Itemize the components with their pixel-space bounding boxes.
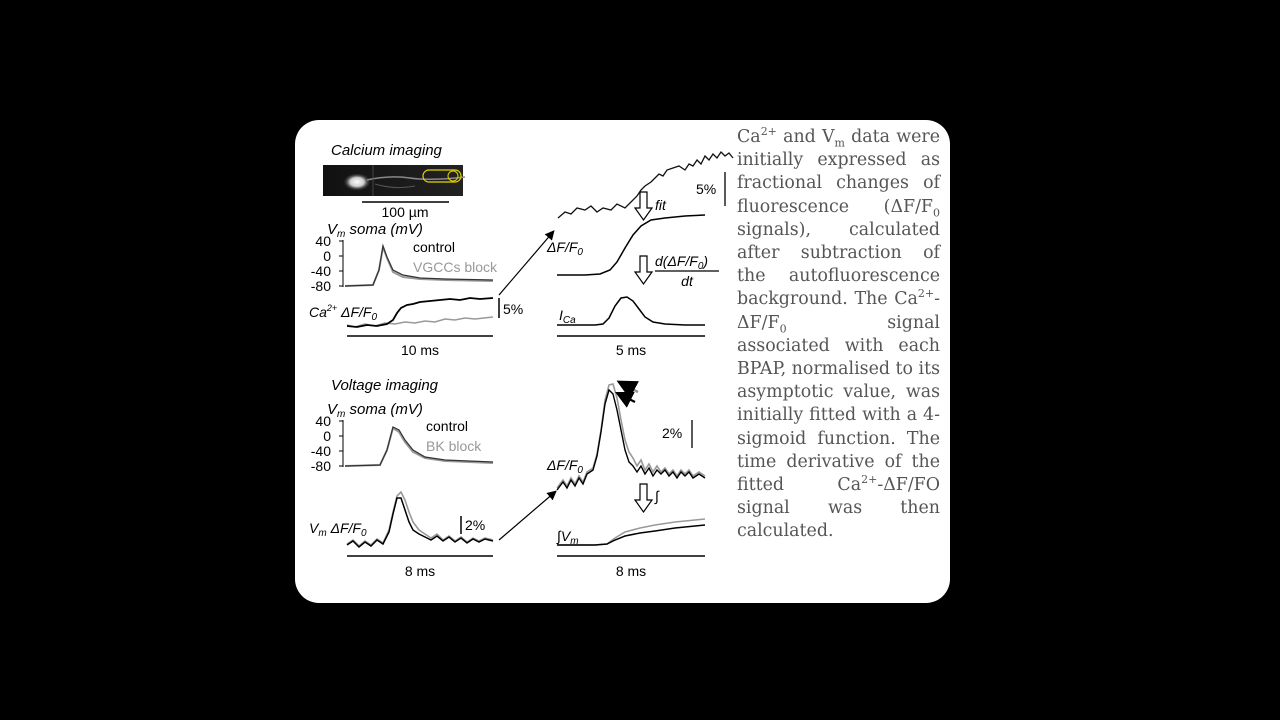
sigmoid-fit-trace [557, 214, 706, 276]
derivative-denominator: dt [681, 273, 694, 289]
vm-dff-trace-control [346, 497, 494, 549]
vm-trace-control-voltage [344, 426, 494, 467]
image-scalebar-label: 100 µm [382, 204, 429, 220]
figure-panel: Calcium imaging 100 µm Vm soma (mV) 40 0… [309, 142, 734, 579]
peak-arrow-bk-block [616, 380, 639, 399]
voltage-dff-trace-control [556, 388, 706, 491]
time-label-right-voltage: 8 ms [616, 563, 646, 579]
tick-label: -80 [311, 278, 331, 294]
tick-label: 0 [323, 248, 331, 264]
time-label-left: 10 ms [401, 342, 439, 358]
connector-arrow-calcium [498, 230, 555, 296]
time-label-left-voltage: 8 ms [405, 563, 435, 579]
voltage-dff-trace-bk-block [556, 383, 706, 489]
tick-label: -40 [311, 263, 331, 279]
description-text: Ca2+ and Vm data were initially expresse… [737, 125, 940, 542]
legend-bk-block: BK block [426, 438, 482, 454]
dff-raw-trace [557, 150, 734, 219]
voltage-dff-label: Vm ΔF/F0 [309, 520, 367, 539]
tick-label: 0 [323, 428, 331, 444]
tick-label: -40 [311, 443, 331, 459]
int-vm-label: ∫Vm [556, 528, 579, 547]
calcium-dff-label: Ca2+ ΔF/F0 [309, 303, 377, 323]
dff-label-voltage: ΔF/F0 [546, 457, 583, 476]
ica-trace [557, 296, 705, 326]
fit-arrow [633, 191, 654, 222]
tick-label: 40 [315, 413, 331, 429]
vm-trace-control [344, 243, 494, 287]
ca-scale-label-left: 5% [503, 301, 523, 317]
legend-control-voltage: control [426, 418, 468, 434]
integral-arrow [633, 483, 654, 514]
fit-label: fit [655, 197, 667, 213]
time-label-right: 5 ms [616, 342, 646, 358]
tick-label: 40 [315, 233, 331, 249]
peak-arrow-control [615, 392, 636, 408]
int-vm-trace-bk-block [557, 518, 706, 546]
calcium-vm-axis-label: Vm soma (mV) [327, 221, 423, 240]
slide-card: Calcium imaging 100 µm Vm soma (mV) 40 0… [295, 120, 950, 603]
derivative-arrow [633, 255, 654, 286]
vm-scale-label-right: 2% [662, 425, 682, 441]
voltage-imaging-title: Voltage imaging [331, 377, 439, 394]
neuron-image [323, 165, 466, 196]
calcium-imaging-title: Calcium imaging [331, 142, 443, 159]
int-vm-trace-control [557, 524, 706, 546]
legend-vgcc-block: VGCCs block [413, 259, 498, 275]
calcium-vm-y-axis [339, 240, 344, 287]
connector-arrow-voltage [498, 490, 557, 541]
integral-symbol: ∫ [654, 488, 660, 505]
voltage-vm-axis-label: Vm soma (mV) [327, 401, 423, 420]
tick-label: -80 [311, 458, 331, 474]
ca-trace-control [346, 297, 494, 328]
vm-scale-label-left: 2% [465, 517, 485, 533]
derivative-numerator: d(ΔF/F0) [655, 253, 708, 272]
dff-label-calcium: ΔF/F0 [546, 239, 583, 258]
legend-control: control [413, 239, 455, 255]
ica-label: ICa [559, 307, 576, 326]
voltage-vm-y-axis [339, 420, 344, 467]
ca-scale-label-right: 5% [696, 181, 716, 197]
